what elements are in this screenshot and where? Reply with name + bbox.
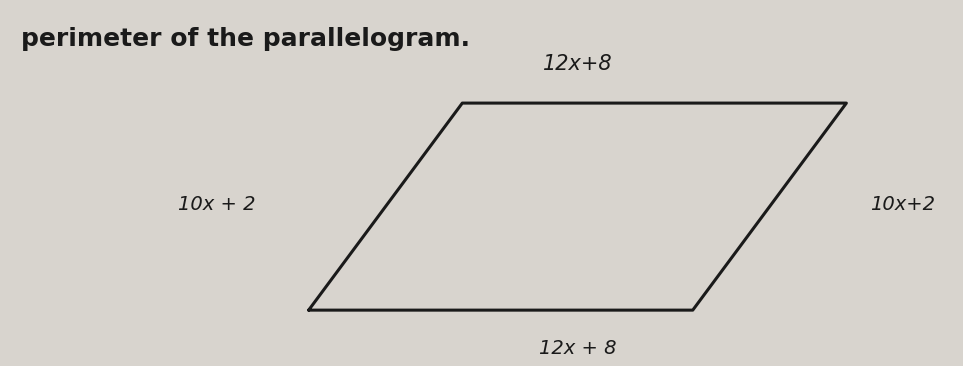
Text: perimeter of the parallelogram.: perimeter of the parallelogram.: [20, 27, 470, 51]
Text: 10x + 2: 10x + 2: [178, 195, 256, 214]
Text: 10x+2: 10x+2: [871, 195, 935, 214]
Text: 12x+8: 12x+8: [543, 54, 612, 74]
Text: 12x + 8: 12x + 8: [538, 339, 616, 358]
